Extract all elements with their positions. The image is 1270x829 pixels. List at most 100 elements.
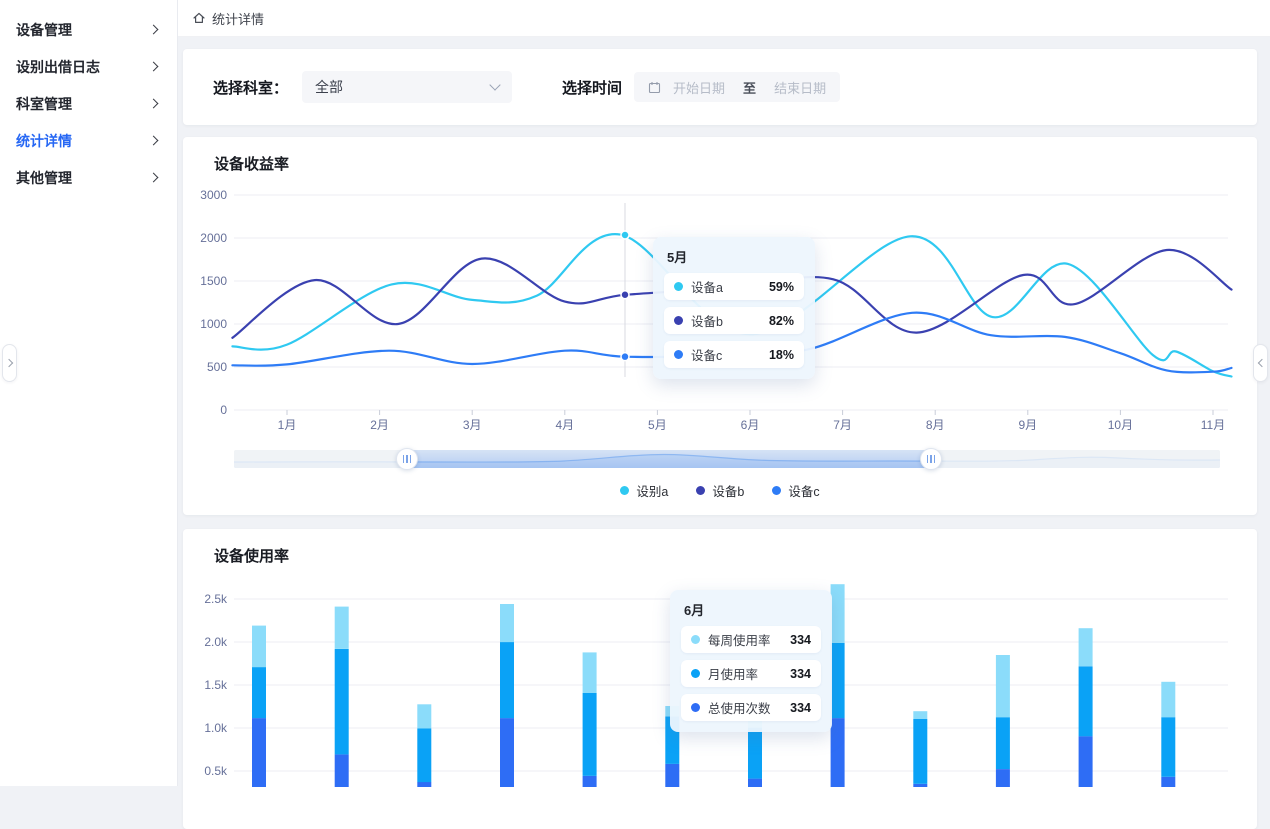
data-zoom-slider[interactable] — [234, 448, 1220, 470]
usage-bar-1-seg-2[interactable] — [334, 606, 349, 649]
chevron-right-icon — [4, 358, 13, 368]
chevron-right-icon — [148, 24, 159, 35]
x-axis-label: 3月 — [463, 418, 482, 432]
revenue-tooltip-title: 5月 — [667, 250, 688, 265]
sidebar-item-label: 科室管理 — [16, 95, 72, 112]
sidebar-item-0[interactable]: 设备管理 — [0, 11, 177, 48]
usage-bar-8-seg-1[interactable] — [913, 719, 928, 784]
sidebar-item-4[interactable]: 其他管理 — [0, 159, 177, 196]
usage-tooltip-series-value: 334 — [790, 632, 811, 647]
breadcrumb[interactable]: 统计详情 — [192, 9, 264, 28]
sidebar-item-1[interactable]: 设别出借日志 — [0, 48, 177, 85]
department-select-value: 全部 — [315, 79, 344, 95]
department-filter-label: 选择科室： — [213, 79, 289, 97]
series-dot-icon — [691, 635, 700, 644]
legend-dot-icon — [620, 486, 630, 495]
chevron-right-icon — [148, 172, 159, 183]
legend-item-2[interactable]: 设备c — [772, 481, 820, 500]
series-dot-icon — [674, 316, 683, 325]
usage-bar-0-seg-1[interactable] — [252, 667, 266, 719]
x-axis-label: 4月 — [555, 418, 574, 432]
end-date-input[interactable]: 结束日期 — [774, 80, 827, 96]
usage-tooltip-row-2: 总使用次数 334 — [681, 694, 821, 721]
revenue-tooltip: 5月 设备a 59% 设备b 82% 设备c 18% — [653, 237, 815, 379]
y-axis-label: 2.5k — [204, 592, 228, 606]
sidebar-item-2[interactable]: 科室管理 — [0, 85, 177, 122]
usage-tooltip-series-name: 每周使用率 — [708, 634, 771, 648]
usage-bar-4-seg-2[interactable] — [582, 652, 597, 693]
usage-bar-2-seg-1[interactable] — [417, 728, 432, 783]
usage-bar-1-seg-1[interactable] — [334, 649, 349, 755]
usage-bar-2-seg-2[interactable] — [417, 704, 432, 729]
sidebar-expand-button[interactable] — [2, 344, 17, 382]
usage-bar-3-seg-1[interactable] — [500, 642, 514, 719]
sidebar-item-3[interactable]: 统计详情 — [0, 122, 177, 159]
usage-bar-3-seg-2[interactable] — [500, 604, 514, 642]
panel-collapse-button[interactable] — [1253, 344, 1268, 382]
usage-bar-11-seg-1[interactable] — [1161, 717, 1176, 777]
usage-bar-2-seg-0[interactable] — [417, 782, 432, 787]
data-zoom-right-handle[interactable] — [920, 448, 942, 470]
usage-bar-10-seg-1[interactable] — [1078, 666, 1093, 737]
data-zoom-unselected-left — [234, 450, 407, 468]
usage-bar-10-seg-0[interactable] — [1078, 736, 1093, 787]
usage-bar-3-seg-0[interactable] — [500, 718, 514, 787]
usage-bar-9-seg-2[interactable] — [995, 655, 1010, 718]
usage-bar-chart[interactable]: 2.5k 2.0k 1.5k 1.0k 0.5k — [183, 561, 1243, 787]
usage-bar-7-seg-0[interactable] — [830, 718, 845, 787]
chevron-right-icon — [148, 135, 159, 146]
usage-bar-6-seg-0[interactable] — [748, 778, 762, 787]
usage-tooltip: 6月 每周使用率 334 月使用率 334 总使用次数 334 — [670, 590, 832, 732]
legend-dot-icon — [772, 486, 782, 495]
legend-item-0[interactable]: 设别a — [620, 481, 668, 500]
legend-label: 设别a — [636, 485, 669, 499]
content: 选择科室： 全部 选择时间 开始日期 至 结束日期 设备收益率 3000 2000… — [178, 37, 1270, 829]
usage-bar-0-seg-0[interactable] — [252, 718, 266, 787]
department-select[interactable]: 全部 — [302, 71, 513, 103]
x-axis-label: 2月 — [370, 418, 389, 432]
chevron-right-icon — [148, 98, 159, 109]
data-zoom-left-handle[interactable] — [396, 448, 418, 470]
usage-chart-title: 设备使用率 — [214, 548, 290, 565]
revenue-chart-title: 设备收益率 — [214, 156, 290, 173]
usage-tooltip-row-0: 每周使用率 334 — [681, 626, 821, 653]
x-axis-label: 7月 — [833, 418, 852, 432]
start-date-input[interactable]: 开始日期 — [673, 80, 726, 96]
usage-chart-card: 设备使用率 2.5k 2.0k 1.5k 1.0k 0.5k 6月 每周使用率 334 月使用… — [183, 529, 1257, 829]
y-axis-label: 1.0k — [204, 721, 228, 735]
data-zoom-selected-range[interactable] — [407, 450, 931, 468]
revenue-tooltip-row-2: 设备c 18% — [664, 341, 804, 368]
revenue-tooltip-row-0: 设备a 59% — [664, 273, 804, 300]
usage-bar-4-seg-1[interactable] — [582, 693, 597, 776]
usage-bar-7-seg-2[interactable] — [830, 584, 845, 643]
x-axis-label: 5月 — [648, 418, 667, 432]
usage-bar-10-seg-2[interactable] — [1078, 628, 1093, 667]
series-dot-icon — [674, 282, 683, 291]
usage-tooltip-series-name: 总使用次数 — [708, 702, 771, 716]
sidebar-item-label: 其他管理 — [16, 169, 72, 186]
usage-bar-9-seg-1[interactable] — [995, 717, 1010, 769]
revenue-tooltip-series-name: 设备c — [691, 349, 723, 363]
usage-bar-6-seg-1[interactable] — [748, 727, 762, 779]
usage-tooltip-series-value: 334 — [790, 700, 811, 715]
sidebar-item-label: 统计详情 — [16, 132, 72, 149]
usage-bar-9-seg-0[interactable] — [995, 769, 1010, 787]
usage-bar-11-seg-2[interactable] — [1161, 681, 1176, 718]
hover-dot — [620, 351, 630, 362]
y-axis-label: 0 — [220, 403, 227, 417]
legend-dot-icon — [696, 486, 706, 495]
date-range-picker[interactable]: 开始日期 至 结束日期 — [634, 72, 841, 102]
usage-bar-11-seg-0[interactable] — [1161, 776, 1176, 787]
data-zoom-track[interactable] — [234, 450, 1220, 468]
usage-bar-7-seg-1[interactable] — [830, 642, 845, 719]
y-axis-label: 1.5k — [204, 678, 228, 692]
legend-item-1[interactable]: 设备b — [696, 481, 744, 500]
usage-bar-8-seg-2[interactable] — [913, 711, 928, 719]
usage-bar-8-seg-0[interactable] — [913, 783, 928, 787]
series-dot-icon — [674, 350, 683, 359]
usage-bar-5-seg-0[interactable] — [665, 763, 680, 787]
usage-bar-1-seg-0[interactable] — [334, 754, 349, 787]
usage-bar-0-seg-2[interactable] — [252, 625, 266, 668]
home-icon — [193, 12, 205, 23]
usage-bar-4-seg-0[interactable] — [582, 776, 597, 787]
